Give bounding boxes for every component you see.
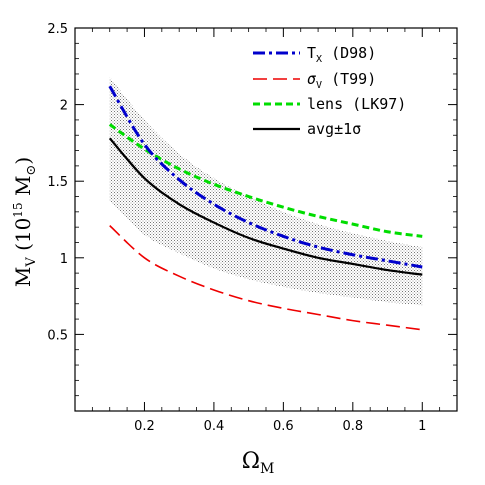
y-axis-label-sub: V	[24, 257, 39, 268]
x-tick-label: 0.2	[134, 419, 155, 434]
confidence-band-layer	[109, 77, 423, 306]
y-axis-label-main: M	[11, 267, 35, 287]
x-tick-label: 0.4	[204, 419, 225, 434]
y-axis-label-unit-sub: ⊙	[24, 165, 39, 176]
legend-label-sigma-main: σ	[307, 70, 316, 88]
legend-label-tx-main: T	[307, 44, 316, 62]
series-layer	[108, 85, 423, 331]
legend-label-tx: TX (D98)	[307, 44, 376, 65]
x-axis-label-sub: M	[260, 461, 274, 477]
series-line-3	[108, 137, 423, 276]
y-tick-label: 2	[60, 99, 68, 114]
x-axis-label: ΩM	[242, 449, 275, 477]
confidence-band	[109, 77, 423, 306]
legend: TX (D98) σV (T99) lens (LK97) avg±1σ	[253, 44, 406, 138]
y-tick-label: 0.5	[47, 328, 68, 343]
series-line-1	[109, 225, 423, 331]
legend-label-avg: avg±1σ	[307, 120, 361, 138]
y-tick-label: 1.5	[47, 175, 68, 190]
legend-label-tx-suffix: (D98)	[322, 44, 376, 62]
legend-label-sigma-suffix: (T99)	[322, 70, 376, 88]
legend-label-tx-sub: X	[316, 54, 322, 65]
ticks-layer	[75, 27, 457, 411]
y-axis-label-rest: (10	[11, 218, 35, 258]
y-axis-label-sup: 15	[11, 202, 25, 217]
x-axis-label-main: Ω	[242, 449, 260, 474]
series-line-0	[108, 85, 423, 269]
x-tick-label: 1	[418, 419, 426, 434]
x-tick-label: 0.6	[273, 419, 294, 434]
y-axis-label-unit: M	[11, 176, 35, 203]
legend-label-lens: lens (LK97)	[307, 95, 406, 113]
x-tick-label: 0.8	[342, 419, 363, 434]
legend-label-sigma-sub: V	[316, 80, 322, 91]
y-axis-label-close: )	[11, 157, 35, 165]
y-tick-label: 1	[60, 252, 68, 267]
y-tick-label: 2.5	[47, 22, 68, 37]
legend-label-sigma: σV (T99)	[307, 70, 376, 91]
tick-labels-layer: 0.2 0.4 0.6 0.8 1 0.5 1 1.5 2 2.5	[47, 22, 426, 434]
y-axis-label: MV (1015 M⊙)	[11, 157, 39, 287]
